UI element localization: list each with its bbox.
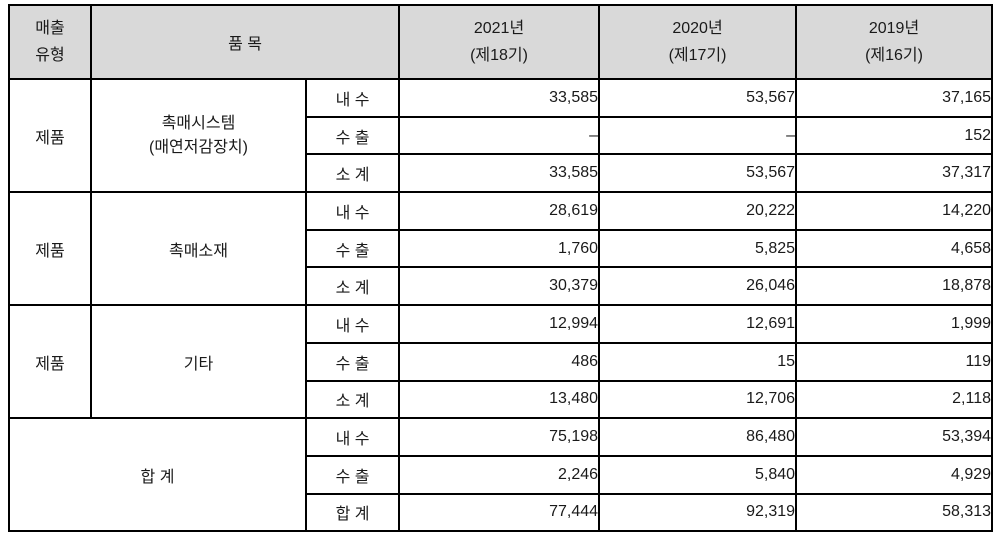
- value-2021-cell: 75,198: [398, 417, 601, 457]
- channel-label-cell: 내 수: [304, 191, 401, 231]
- value-2019-cell: 4,929: [795, 454, 994, 495]
- value-2021-cell: 486: [398, 341, 601, 382]
- table-row: 소 계 30,379 26,046 18,878: [9, 266, 994, 307]
- table-row: 소 계 33,585 53,567 37,317: [9, 153, 994, 194]
- value-2019-cell: 53,394: [795, 417, 994, 457]
- item-cell: 촉매시스템 (매연저감장치): [90, 77, 307, 194]
- item-name-line1: 촉매시스템: [161, 114, 236, 132]
- value-2019-cell: 37,165: [795, 78, 994, 118]
- header-term-18: (제18기): [470, 47, 528, 64]
- header-year-2019-label: 2019년: [868, 20, 920, 37]
- value-2020-cell: 12,691: [598, 304, 798, 344]
- sales-type-cell: 제품: [8, 77, 92, 194]
- header-year-2021: 2021년 (제18기): [398, 4, 601, 80]
- table-row: 소 계 13,480 12,706 2,118: [9, 379, 994, 420]
- channel-label-cell: 소 계: [304, 153, 401, 194]
- channel-label-cell: 내 수: [304, 304, 401, 344]
- value-2020-cell: 5,825: [598, 228, 798, 269]
- value-2021-cell: 12,994: [398, 304, 601, 344]
- header-term-17: (제17기): [668, 47, 727, 64]
- header-year-2021-label: 2021년: [473, 20, 525, 37]
- value-2021-cell: 28,619: [398, 191, 601, 231]
- item-name-line2: (매연저감장치): [149, 138, 248, 156]
- table-row: 제품 기타 내 수 12,994 12,691 1,999: [8, 304, 994, 420]
- value-2020-cell: 5,840: [598, 454, 798, 495]
- value-2021-cell: 30,379: [398, 266, 601, 307]
- value-2019-cell: 58,313: [795, 492, 994, 533]
- channel-label-cell: 수 출: [304, 454, 401, 495]
- value-2020-cell: 86,480: [598, 417, 798, 457]
- table-row: 합 계 내 수 75,198 86,480 53,394: [8, 417, 994, 533]
- value-2021-cell: 2,246: [398, 454, 601, 495]
- channel-label-cell: 내 수: [304, 78, 401, 118]
- value-2019-cell: 1,999: [795, 304, 994, 344]
- channel-label-cell: 수 출: [304, 228, 401, 269]
- channel-label-cell: 수 출: [304, 115, 401, 156]
- table-row: 제품 촉매소재 내 수 28,619 20,222 14,220: [8, 191, 994, 307]
- table-row: 수 출 486 15 119: [9, 341, 994, 382]
- channel-label-cell: 소 계: [304, 379, 401, 420]
- channel-label-cell: 수 출: [304, 341, 401, 382]
- header-year-2020-label: 2020년: [672, 20, 723, 37]
- value-2020-cell: 12,706: [598, 379, 798, 420]
- value-2019-cell: 152: [795, 115, 994, 156]
- table-row: 합 계 77,444 92,319 58,313: [9, 492, 994, 533]
- header-year-2020: 2020년 (제17기): [598, 4, 798, 80]
- sales-type-cell: 제품: [8, 304, 92, 420]
- value-2020-cell: 15: [598, 341, 798, 382]
- value-2021-cell: 13,480: [398, 379, 601, 420]
- value-2020-cell: 20,222: [598, 191, 798, 231]
- item-cell: 촉매소재: [90, 191, 307, 307]
- header-sales-type-line2: 유형: [35, 47, 65, 64]
- value-2019-cell: 4,658: [795, 228, 994, 269]
- table-row: 수 출 – – 152: [9, 115, 994, 156]
- table-row: 제품 촉매시스템 (매연저감장치) 내 수 33,585 53,567 37,1…: [8, 77, 994, 194]
- value-2020-cell: –: [598, 115, 798, 156]
- value-2020-cell: 92,319: [598, 492, 798, 533]
- total-label-cell: 합 계: [8, 417, 307, 533]
- header-sales-type-line1: 매출: [35, 20, 65, 37]
- item-cell: 기타: [90, 304, 307, 420]
- channel-label-cell: 합 계: [304, 492, 401, 533]
- sales-type-cell: 제품: [8, 191, 92, 307]
- value-2021-cell: 33,585: [398, 78, 601, 118]
- value-2019-cell: 18,878: [795, 266, 994, 307]
- value-2020-cell: 53,567: [598, 78, 798, 118]
- header-sales-type: 매출 유형: [8, 4, 92, 80]
- value-2020-cell: 26,046: [598, 266, 798, 307]
- sales-by-product-table: 매출 유형 품 목 2021년 (제18기) 2020년 (제17기) 2019…: [8, 4, 994, 533]
- value-2019-cell: 2,118: [795, 379, 994, 420]
- value-2019-cell: 14,220: [795, 191, 994, 231]
- header-item: 품 목: [89, 4, 401, 80]
- header-year-2019: 2019년 (제16기): [795, 4, 994, 80]
- table-row: 수 출 2,246 5,840 4,929: [9, 454, 994, 495]
- table-row: 수 출 1,760 5,825 4,658: [9, 228, 994, 269]
- header-term-16: (제16기): [865, 47, 923, 64]
- channel-label-cell: 소 계: [304, 266, 401, 307]
- channel-label-cell: 내 수: [304, 417, 401, 457]
- value-2020-cell: 53,567: [598, 153, 798, 194]
- value-2019-cell: 37,317: [795, 153, 994, 194]
- header-item-label: 품 목: [228, 36, 262, 53]
- table-header-row: 매출 유형 품 목 2021년 (제18기) 2020년 (제17기) 2019…: [8, 4, 994, 80]
- value-2021-cell: 1,760: [398, 228, 601, 269]
- value-2021-cell: 33,585: [398, 153, 601, 194]
- value-2019-cell: 119: [795, 341, 994, 382]
- value-2021-cell: –: [398, 115, 601, 156]
- value-2021-cell: 77,444: [398, 492, 601, 533]
